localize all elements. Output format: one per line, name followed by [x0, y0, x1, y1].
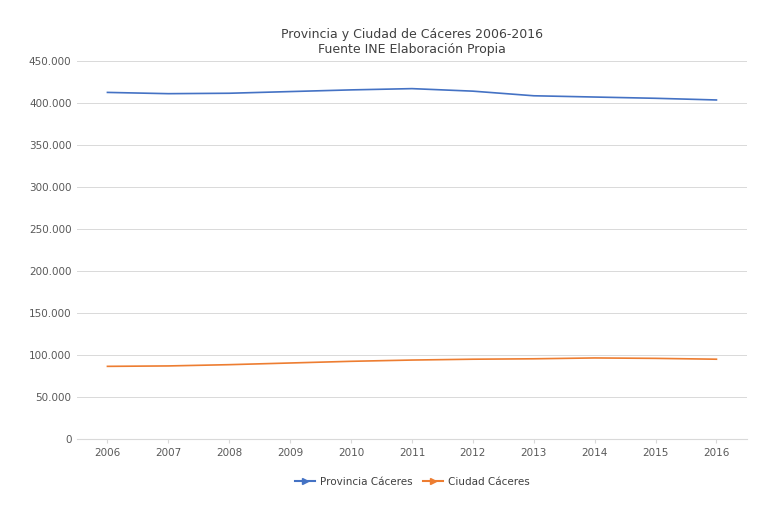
- Ciudad Cáceres: [346, 358, 356, 364]
- Line: Provincia Cáceres: Provincia Cáceres: [108, 88, 716, 100]
- Legend: Provincia Cáceres, Ciudad Cáceres: Provincia Cáceres, Ciudad Cáceres: [290, 473, 534, 491]
- Ciudad Cáceres: [103, 363, 112, 369]
- Provincia Cáceres: [590, 94, 599, 100]
- Ciudad Cáceres: [651, 355, 660, 361]
- Ciudad Cáceres: [225, 362, 234, 368]
- Provincia Cáceres: [286, 88, 295, 95]
- Ciudad Cáceres: [407, 357, 417, 363]
- Provincia Cáceres: [651, 95, 660, 101]
- Provincia Cáceres: [468, 88, 477, 94]
- Provincia Cáceres: [164, 90, 173, 97]
- Provincia Cáceres: [346, 87, 356, 93]
- Title: Provincia y Ciudad de Cáceres 2006-2016
Fuente INE Elaboración Propia: Provincia y Ciudad de Cáceres 2006-2016 …: [281, 28, 543, 56]
- Line: Ciudad Cáceres: Ciudad Cáceres: [108, 358, 716, 366]
- Provincia Cáceres: [407, 85, 417, 91]
- Provincia Cáceres: [711, 97, 721, 103]
- Ciudad Cáceres: [286, 360, 295, 366]
- Ciudad Cáceres: [711, 356, 721, 362]
- Provincia Cáceres: [529, 92, 538, 99]
- Ciudad Cáceres: [468, 356, 477, 362]
- Ciudad Cáceres: [590, 355, 599, 361]
- Ciudad Cáceres: [164, 363, 173, 369]
- Provincia Cáceres: [103, 89, 112, 96]
- Provincia Cáceres: [225, 90, 234, 96]
- Ciudad Cáceres: [529, 356, 538, 362]
